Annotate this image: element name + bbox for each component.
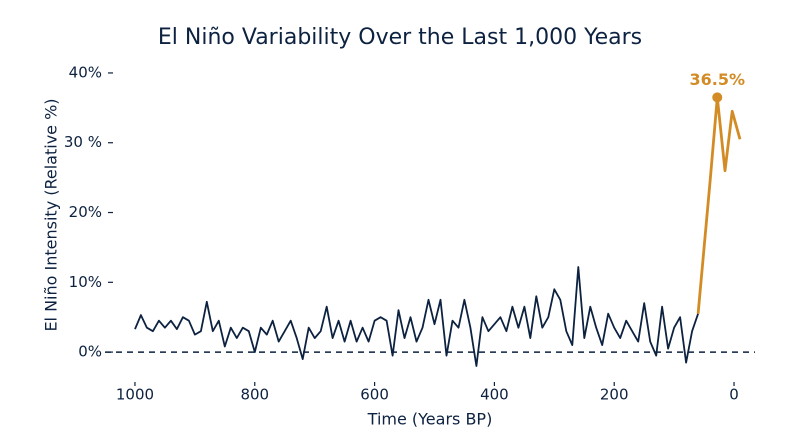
data-line — [134, 266, 699, 367]
y-tick-label: 40% — [69, 63, 102, 81]
peak-label: 36.5% — [690, 70, 746, 89]
y-axis-label: El Niño Intensity (Relative %) — [42, 98, 61, 331]
x-tick-label: 1000 — [116, 386, 154, 404]
chart-title: El Niño Variability Over the Last 1,000 … — [158, 25, 642, 50]
y-tick-label: 0% — [78, 343, 102, 361]
data-line — [696, 96, 742, 314]
x-axis-label: Time (Years BP) — [367, 410, 493, 429]
y-tick-label: 10% — [69, 273, 102, 291]
y-tick-label: 20% — [69, 203, 102, 221]
peak-marker — [712, 92, 723, 103]
x-tick-label: 0 — [729, 386, 739, 404]
y-tick-label: 30 % — [64, 133, 102, 151]
x-tick-label: 800 — [240, 386, 269, 404]
x-tick-label: 600 — [360, 386, 389, 404]
x-tick-label: 200 — [600, 386, 629, 404]
x-tick-label: 400 — [480, 386, 509, 404]
